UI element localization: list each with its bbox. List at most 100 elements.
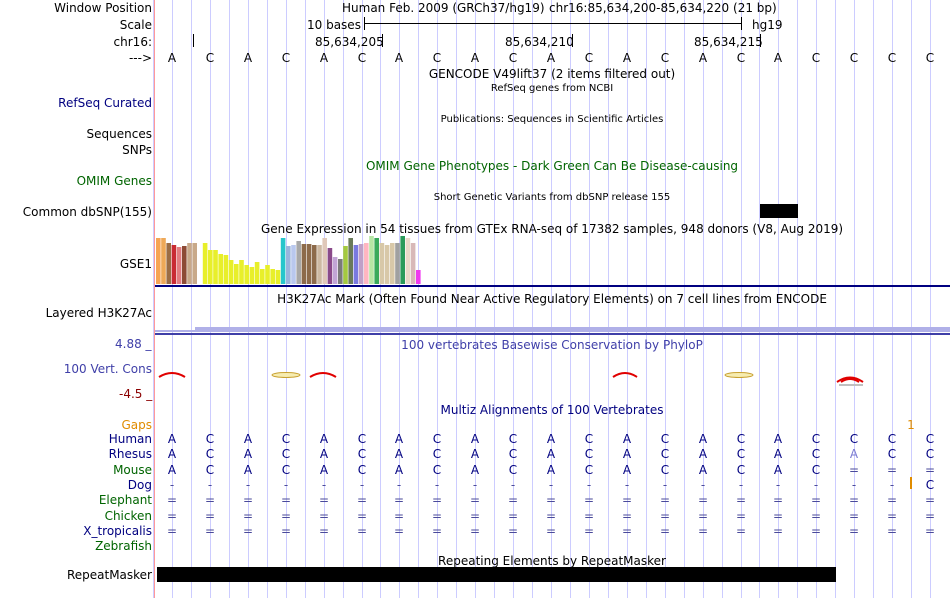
alignment-base: = — [810, 524, 822, 538]
alignment-base: A — [849, 447, 859, 461]
gtex-bar[interactable] — [390, 243, 395, 284]
alignment-base: A — [167, 432, 177, 446]
omim-track-label[interactable]: OMIM Genes — [76, 174, 152, 188]
gtex-bar[interactable] — [395, 243, 400, 284]
alignment-base: A — [319, 463, 329, 477]
cons-track-label[interactable]: 100 Vert. Cons — [63, 362, 152, 376]
gtex-bar[interactable] — [410, 243, 416, 284]
species-label[interactable]: Rhesus — [108, 447, 152, 461]
species-label[interactable]: Dog — [127, 478, 152, 492]
gtex-track-label[interactable]: GSE1 — [119, 257, 152, 271]
alignment-base: = — [924, 463, 936, 477]
gtex-bar[interactable] — [254, 262, 260, 284]
species-label[interactable]: Zebrafish — [95, 539, 152, 553]
alignment-base: = — [166, 524, 178, 538]
gtex-bar[interactable] — [317, 245, 322, 284]
gtex-bar[interactable] — [265, 265, 270, 284]
alignment-base: = — [166, 509, 178, 523]
alignment-base: C — [736, 432, 746, 446]
gtex-bar[interactable] — [358, 244, 364, 284]
gtex-bar[interactable] — [213, 250, 218, 284]
alignment-base: A — [319, 432, 329, 446]
gtex-bar[interactable] — [400, 236, 405, 284]
alignment-base: - — [813, 478, 819, 492]
gencode-track-title[interactable]: GENCODE V49lift37 (2 items filtered out) — [428, 67, 676, 81]
gtex-bar[interactable] — [301, 244, 307, 284]
gtex-bar[interactable] — [176, 247, 182, 284]
gtex-bar[interactable] — [296, 241, 301, 284]
alignment-base: A — [167, 447, 177, 461]
gtex-bar[interactable] — [369, 236, 374, 284]
gtex-bar[interactable] — [197, 245, 203, 284]
gtex-bar[interactable] — [405, 238, 411, 284]
alignment-base: = — [356, 524, 368, 538]
species-label[interactable]: Elephant — [98, 493, 152, 507]
gtex-bar[interactable] — [374, 238, 379, 284]
species-label[interactable]: Human — [108, 432, 152, 446]
alignment-base: C — [584, 463, 594, 477]
gtex-bar[interactable] — [166, 243, 171, 284]
gtex-bar[interactable] — [249, 267, 255, 284]
dbsnp-variant-block[interactable] — [760, 204, 798, 218]
h3k27ac-signal — [155, 327, 950, 332]
gtex-bar[interactable] — [364, 243, 369, 284]
alignment-base: = — [659, 524, 671, 538]
species-label[interactable]: Chicken — [104, 509, 152, 523]
gtex-bar[interactable] — [332, 257, 338, 284]
gtex-bar[interactable] — [348, 238, 353, 284]
multiz-gaps-label[interactable]: Gaps — [121, 418, 152, 432]
h3k27ac-track-label[interactable]: Layered H3K27Ac — [45, 306, 152, 320]
gtex-bar[interactable] — [239, 260, 244, 284]
gtex-bar[interactable] — [384, 245, 390, 284]
gtex-bar[interactable] — [234, 264, 239, 284]
dbsnp-track-label[interactable]: Common dbSNP(155) — [22, 205, 152, 219]
alignment-base: A — [470, 463, 480, 477]
gtex-bar[interactable] — [312, 245, 317, 284]
alignment-base: C — [660, 447, 670, 461]
repeatmasker-element[interactable] — [157, 567, 836, 582]
gtex-bar[interactable] — [156, 238, 161, 284]
alignment-base: C — [508, 447, 518, 461]
gtex-bar[interactable] — [291, 245, 296, 284]
species-label[interactable]: X_tropicalis — [83, 524, 152, 538]
gtex-bar[interactable] — [416, 270, 421, 284]
gtex-bar[interactable] — [218, 254, 223, 284]
species-label[interactable]: Mouse — [113, 463, 152, 477]
gtex-expression-bars[interactable] — [155, 236, 950, 290]
gtex-bar[interactable] — [353, 245, 359, 284]
gtex-bar[interactable] — [260, 269, 265, 284]
gtex-bar[interactable] — [379, 243, 385, 284]
gtex-bar[interactable] — [171, 245, 177, 284]
gtex-bar[interactable] — [187, 243, 192, 284]
gtex-bar[interactable] — [192, 243, 197, 284]
base-letter: C — [357, 51, 367, 65]
alignment-base: A — [773, 432, 783, 446]
gtex-bar[interactable] — [202, 243, 208, 284]
snps-track-label[interactable]: SNPs — [122, 143, 152, 157]
refseq-track-label[interactable]: RefSeq Curated — [58, 96, 152, 110]
gtex-bar[interactable] — [338, 259, 343, 284]
gtex-bar[interactable] — [322, 238, 327, 284]
gtex-bar[interactable] — [343, 246, 348, 284]
ruler-tick-label: 85,634,215 — [694, 35, 763, 49]
gtex-bar[interactable] — [182, 246, 187, 284]
cons-max-label: 4.88 _ — [115, 337, 152, 351]
gtex-bar[interactable] — [228, 260, 234, 284]
gtex-bar[interactable] — [286, 246, 291, 284]
gtex-bar[interactable] — [161, 238, 166, 284]
gtex-bar[interactable] — [270, 269, 275, 284]
gtex-bar[interactable] — [275, 270, 281, 284]
gtex-bar[interactable] — [244, 265, 249, 284]
repeatmasker-track-label[interactable]: RepeatMasker — [66, 568, 152, 582]
cons-positive-mark — [836, 376, 864, 386]
gtex-bar[interactable] — [223, 255, 229, 284]
cons-track-title: 100 vertebrates Basewise Conservation by… — [401, 338, 703, 352]
window-position-label: Window Position — [54, 1, 152, 15]
alignment-base: = — [924, 524, 936, 538]
gtex-bar[interactable] — [306, 244, 312, 284]
gtex-bar[interactable] — [208, 250, 213, 284]
gtex-bar[interactable] — [280, 238, 286, 284]
alignment-base: = — [621, 524, 633, 538]
gtex-bar[interactable] — [327, 248, 333, 284]
pubs-track-label[interactable]: Sequences — [86, 127, 152, 141]
